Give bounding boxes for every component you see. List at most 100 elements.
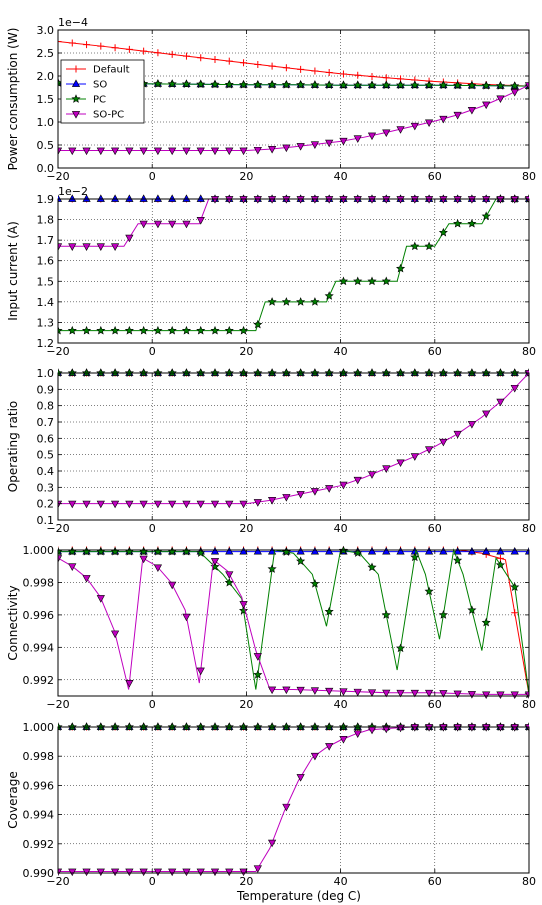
data-point-so: [225, 546, 234, 555]
data-point-pc: [438, 227, 448, 237]
data-point-pc: [210, 325, 220, 335]
data-point-so-pc: [239, 500, 248, 509]
data-point-pc: [424, 241, 434, 251]
data-point-pc: [224, 79, 234, 89]
x-tick-label: 80: [522, 698, 536, 711]
legend-label: SO: [93, 80, 107, 91]
data-point-so-pc: [510, 724, 519, 732]
data-point-so: [367, 546, 377, 555]
data-point-so-pc: [410, 453, 419, 461]
data-point-so-pc: [68, 500, 77, 509]
scale-multiplier-label: 1e−4: [58, 16, 88, 29]
data-point-so-pc: [496, 95, 505, 104]
data-point-default: [368, 72, 376, 80]
panel-2: −20 0 20 40 60 80 1.2 1.3 1.4 1.5 1.6 1.7 1.8 1.91e−2…: [6, 185, 536, 358]
data-point-so-pc: [339, 481, 348, 490]
data-point-so-pc: [225, 868, 234, 877]
y-tick-label: 0.996: [23, 779, 55, 792]
data-point-so-pc: [424, 689, 434, 698]
x-tick-label: 60: [428, 522, 442, 535]
data-point-pc: [510, 81, 520, 90]
data-point-so-pc: [396, 126, 405, 134]
y-tick-label: 2.0: [37, 70, 55, 83]
data-point-so-pc: [339, 736, 348, 744]
data-point-pc: [224, 325, 234, 335]
data-point-so-pc: [182, 220, 191, 229]
data-point-default: [68, 39, 76, 47]
data-point-pc: [58, 325, 63, 335]
y-tick-label: 1.5: [37, 93, 55, 106]
data-point-default: [339, 70, 347, 78]
data-point-so-pc: [267, 146, 277, 154]
data-point-so-pc: [510, 196, 519, 204]
data-point-so-pc: [239, 601, 248, 609]
data-point-so-pc: [182, 147, 191, 156]
data-point-pc: [310, 80, 320, 89]
y-tick-label: 1.8: [37, 214, 55, 227]
data-point-so: [82, 194, 91, 202]
data-point-so-pc: [410, 122, 419, 131]
y-tick-label: 2.5: [37, 47, 55, 60]
data-point-so-pc: [282, 686, 291, 695]
data-point-so-pc: [68, 243, 77, 251]
y-tick-label: 0.992: [23, 838, 55, 851]
data-point-so-pc: [310, 196, 320, 204]
y-tick-label: 1.7: [37, 234, 55, 247]
data-point-pc: [353, 276, 363, 286]
data-point-pc: [410, 241, 420, 251]
data-point-so: [110, 194, 120, 202]
data-point-so-pc: [296, 143, 305, 151]
data-point-so: [139, 194, 148, 202]
y-tick-label: 0.6: [37, 432, 55, 445]
data-point-so: [424, 546, 434, 555]
x-tick-label: 80: [522, 522, 536, 535]
data-point-so-pc: [139, 147, 148, 156]
data-point-pc: [238, 79, 249, 89]
data-point-so: [325, 546, 334, 555]
legend-label: PC: [93, 95, 106, 106]
x-tick-label: −20: [46, 345, 69, 358]
data-point-so-pc: [125, 868, 134, 877]
y-tick-label: 0.3: [37, 481, 55, 494]
data-point-so: [68, 194, 77, 202]
data-point-pc: [267, 297, 277, 306]
data-point-so-pc: [496, 724, 505, 732]
data-point-so-pc: [353, 196, 362, 204]
y-tick-label: 0.998: [23, 750, 55, 763]
panel-5: −20 0 20 40 60 80 0.990 0.992 0.994 0.996 0.998 1.0…: [6, 721, 536, 888]
series-line-so-pc: [58, 726, 529, 873]
y-tick-label: 0.1: [37, 514, 55, 527]
data-point-so-pc: [339, 137, 348, 146]
data-point-so-pc: [310, 687, 320, 695]
x-tick-label: 20: [239, 698, 253, 711]
data-point-so-pc: [253, 865, 262, 873]
data-point-pc: [253, 79, 263, 89]
data-point-so-pc: [267, 497, 277, 505]
data-point-pc: [196, 325, 206, 335]
data-point-so-pc: [110, 243, 120, 251]
data-point-so-pc: [282, 196, 291, 204]
data-point-so-pc: [453, 111, 462, 120]
data-point-so-pc: [68, 147, 77, 156]
data-point-so-pc: [296, 491, 305, 499]
data-point-so-pc: [453, 430, 462, 439]
data-point-so-pc: [168, 868, 177, 877]
data-point-pc: [210, 79, 220, 89]
data-point-so: [482, 546, 491, 555]
data-point-so-pc: [196, 500, 205, 509]
data-point-so: [239, 546, 248, 555]
data-point-so-pc: [96, 868, 105, 877]
data-point-pc: [324, 80, 334, 89]
data-point-so-pc: [410, 724, 419, 732]
data-point-so-pc: [339, 196, 348, 204]
data-point-pc: [267, 564, 277, 573]
data-point-default: [97, 42, 105, 50]
data-point-so-pc: [153, 220, 163, 229]
data-point-pc: [367, 562, 377, 572]
data-point-so-pc: [58, 243, 63, 251]
data-point-so-pc: [396, 689, 405, 698]
data-point-pc: [153, 325, 163, 335]
data-point-so-pc: [125, 234, 134, 243]
x-tick-label: −20: [46, 522, 69, 535]
data-point-so: [296, 546, 305, 555]
